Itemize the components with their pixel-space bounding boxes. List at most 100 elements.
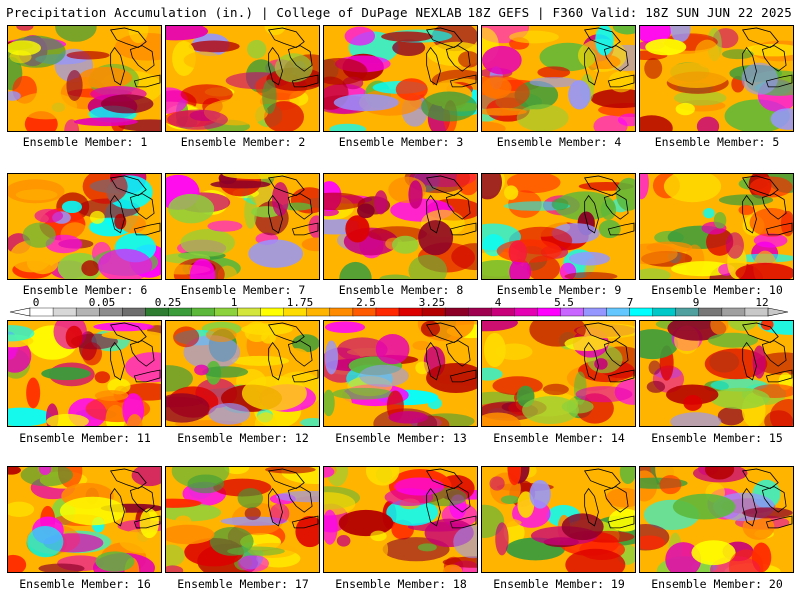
ensemble-member-map: [165, 25, 320, 132]
precip-blob: [608, 71, 634, 93]
great-lakes-outline: [584, 322, 621, 344]
legend-color-swatch: [145, 307, 169, 317]
precip-blob: [220, 516, 288, 526]
precip-field: [482, 26, 635, 131]
precip-blob: [640, 115, 673, 131]
precip-blob: [744, 43, 793, 57]
ensemble-member-label: Ensemble Member: 14: [493, 431, 625, 445]
precip-blob: [507, 467, 522, 486]
precip-blob: [166, 524, 215, 545]
legend-color-swatch: [583, 307, 608, 317]
ensemble-member-map: [323, 25, 478, 132]
great-lakes-outline: [287, 486, 313, 513]
great-lakes-outline: [426, 175, 463, 197]
great-lakes-outline: [110, 322, 147, 344]
great-lakes-outline: [742, 322, 779, 344]
precip-blob: [483, 332, 506, 368]
precip-field: [8, 26, 161, 131]
precip-blob: [753, 233, 788, 248]
precip-blob: [568, 80, 591, 110]
precip-blob: [395, 78, 428, 101]
precip-blob: [282, 202, 313, 211]
precip-blob: [735, 262, 793, 279]
precip-blob: [749, 208, 793, 237]
precip-blob: [173, 326, 200, 348]
precip-blob: [741, 62, 778, 95]
precip-blob: [262, 79, 277, 114]
precip-blob: [593, 115, 628, 131]
great-lakes-outline: [426, 322, 463, 344]
precip-blob: [577, 38, 627, 72]
great-lakes-outline: [291, 222, 319, 236]
great-lakes-outline: [129, 486, 155, 513]
ensemble-member-map: [323, 466, 478, 573]
precip-blob: [612, 26, 635, 35]
great-lakes-outline: [765, 369, 793, 383]
precip-blob: [247, 39, 267, 59]
great-lakes-outline: [449, 369, 477, 383]
ensemble-member-label: Ensemble Member: 1: [22, 135, 148, 149]
precip-blob: [598, 219, 621, 239]
great-lakes-outline: [291, 515, 319, 529]
precip-blob: [590, 88, 635, 109]
ensemble-member-map: [481, 25, 636, 132]
great-lakes-outline: [291, 74, 319, 88]
great-lakes-outline: [761, 193, 787, 220]
ensemble-member-map: [481, 320, 636, 427]
precip-blob: [482, 121, 506, 131]
precip-blob: [500, 495, 520, 504]
legend-color-swatch: [29, 307, 54, 317]
precip-blob: [189, 258, 216, 279]
precip-field: [166, 26, 319, 131]
legend-arrow-right: [767, 307, 789, 317]
great-lakes-outline: [426, 46, 441, 86]
great-lakes-outline: [426, 194, 441, 234]
precip-blob: [442, 564, 463, 572]
precip-blob: [276, 490, 319, 503]
precip-blob: [55, 26, 97, 42]
precip-blob: [338, 509, 394, 537]
precip-blob: [640, 329, 679, 360]
precip-blob: [482, 107, 527, 116]
precip-field: [324, 174, 477, 279]
precip-blob: [300, 418, 319, 426]
precip-blob: [420, 321, 441, 337]
chart-title: Precipitation Accumulation (in.) | Colle…: [6, 5, 462, 20]
legend-color-swatch: [629, 307, 654, 317]
legend-color-swatch: [122, 307, 146, 317]
ensemble-member-label: Ensemble Member: 7: [180, 283, 306, 297]
legend-tick-label: 1: [231, 296, 238, 309]
precip-blob: [504, 185, 519, 200]
precip-field: [640, 26, 793, 131]
legend-color-swatch: [52, 307, 77, 317]
precip-blob: [324, 389, 335, 417]
ensemble-member-label: Ensemble Member: 12: [177, 431, 309, 445]
precip-blob: [166, 565, 184, 572]
precip-blob: [95, 551, 135, 572]
precip-blob: [718, 194, 774, 206]
precip-blob: [426, 363, 477, 394]
legend-color-swatch: [98, 307, 123, 317]
ensemble-member-label: Ensemble Member: 11: [19, 431, 151, 445]
great-lakes-outline: [268, 341, 283, 381]
precip-blob: [14, 92, 78, 120]
precip-blob: [645, 38, 687, 56]
great-lakes-outline: [449, 74, 477, 88]
ensemble-member-label: Ensemble Member: 15: [651, 431, 783, 445]
great-lakes-outline: [426, 487, 441, 527]
legend-color-swatch: [744, 307, 769, 317]
ensemble-member-map: [165, 466, 320, 573]
precip-blob: [16, 26, 34, 31]
precip-blob: [375, 334, 410, 365]
precip-blob: [458, 51, 477, 68]
precip-blob: [210, 180, 271, 189]
precip-blob: [237, 488, 264, 509]
great-lakes-outline: [765, 222, 793, 236]
legend-color-swatch: [214, 307, 239, 317]
legend-tick-label: 3.25: [419, 296, 446, 309]
legend-tick-label: 0.05: [89, 296, 116, 309]
precip-blob: [166, 365, 193, 392]
precip-blob: [332, 387, 394, 400]
ensemble-member-map: [639, 320, 794, 427]
precip-blob: [408, 254, 448, 279]
